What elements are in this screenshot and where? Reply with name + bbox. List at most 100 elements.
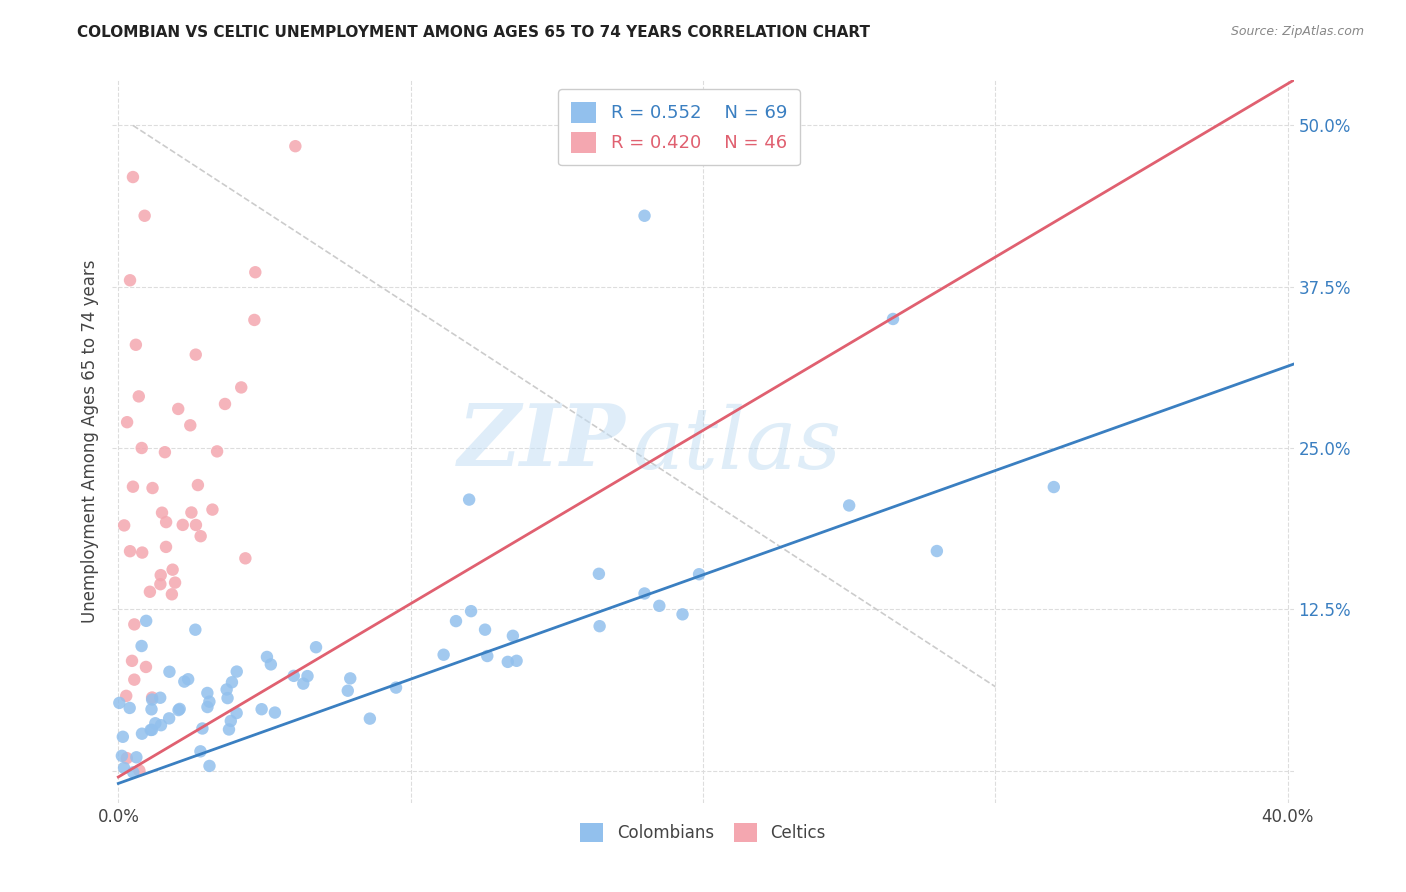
Point (141, 702, 163, 716)
Point (118, 544, 141, 558)
Point (172, 517, 194, 532)
Point (108, 696, 131, 710)
Point (149, 568, 172, 582)
Point (460, 604, 482, 618)
Point (264, 706, 287, 720)
Point (150, 506, 173, 520)
Point (214, 397, 236, 411)
Point (121, 654, 143, 668)
Point (122, 169, 145, 184)
Point (260, 657, 283, 672)
Point (149, 690, 172, 705)
Point (1043, 480, 1066, 494)
Y-axis label: Unemployment Among Ages 65 to 74 years: Unemployment Among Ages 65 to 74 years (80, 260, 98, 624)
Point (458, 492, 481, 507)
Point (336, 683, 359, 698)
Point (256, 649, 278, 664)
Point (139, 584, 162, 599)
Point (131, 441, 153, 455)
Point (283, 669, 305, 683)
Point (250, 702, 273, 716)
Point (167, 401, 190, 416)
Point (671, 607, 693, 622)
Point (305, 640, 328, 655)
Point (111, 748, 134, 763)
Legend: Colombians, Celtics: Colombians, Celtics (574, 816, 832, 848)
Point (477, 648, 499, 663)
Point (221, 675, 243, 690)
Point (118, 701, 141, 715)
Point (385, 681, 408, 695)
Point (925, 544, 948, 558)
Point (505, 654, 527, 668)
Point (149, 718, 172, 732)
Point (131, 639, 153, 653)
Point (159, 665, 181, 679)
Point (111, 730, 134, 744)
Point (143, 716, 166, 731)
Point (284, 139, 307, 153)
Point (180, 506, 202, 520)
Point (125, 338, 148, 352)
Point (169, 702, 191, 716)
Point (157, 711, 180, 725)
Point (128, 764, 150, 778)
Point (339, 672, 361, 686)
Point (882, 312, 904, 326)
Point (118, 273, 141, 287)
Point (112, 518, 135, 533)
Point (219, 714, 242, 728)
Point (124, 673, 146, 687)
Point (165, 575, 187, 590)
Point (190, 744, 212, 758)
Point (359, 712, 381, 726)
Point (135, 614, 157, 628)
Text: COLOMBIAN VS CELTIC UNEMPLOYMENT AMONG AGES 65 TO 74 YEARS CORRELATION CHART: COLOMBIAN VS CELTIC UNEMPLOYMENT AMONG A… (77, 25, 870, 40)
Point (155, 540, 177, 554)
Point (225, 706, 247, 720)
Point (433, 648, 456, 662)
Point (125, 750, 148, 764)
Point (191, 722, 214, 736)
Point (205, 444, 228, 458)
Point (197, 700, 219, 714)
Point (141, 481, 163, 495)
Point (502, 629, 524, 643)
Point (115, 415, 138, 429)
Point (179, 418, 201, 433)
Point (444, 614, 467, 628)
Point (217, 691, 239, 706)
Point (141, 690, 163, 705)
Point (688, 567, 710, 582)
Text: Source: ZipAtlas.com: Source: ZipAtlas.com (1230, 25, 1364, 38)
Point (190, 529, 212, 543)
Point (135, 660, 157, 674)
Point (225, 665, 247, 679)
Point (122, 480, 145, 494)
Point (173, 674, 195, 689)
Point (187, 478, 209, 492)
Point (838, 499, 860, 513)
Point (184, 348, 207, 362)
Point (198, 759, 221, 773)
Point (201, 502, 224, 516)
Point (496, 655, 519, 669)
Point (160, 587, 183, 601)
Point (297, 669, 319, 683)
Text: atlas: atlas (633, 404, 841, 486)
Point (141, 723, 163, 737)
Point (195, 686, 218, 700)
Point (115, 751, 138, 765)
Point (588, 619, 610, 633)
Point (167, 703, 190, 717)
Point (134, 209, 156, 223)
Point (162, 563, 184, 577)
Point (633, 586, 655, 600)
Point (292, 676, 315, 690)
Point (141, 692, 163, 706)
Point (588, 566, 610, 581)
Point (122, 765, 145, 780)
Point (648, 599, 671, 613)
Point (243, 313, 266, 327)
Point (633, 209, 655, 223)
